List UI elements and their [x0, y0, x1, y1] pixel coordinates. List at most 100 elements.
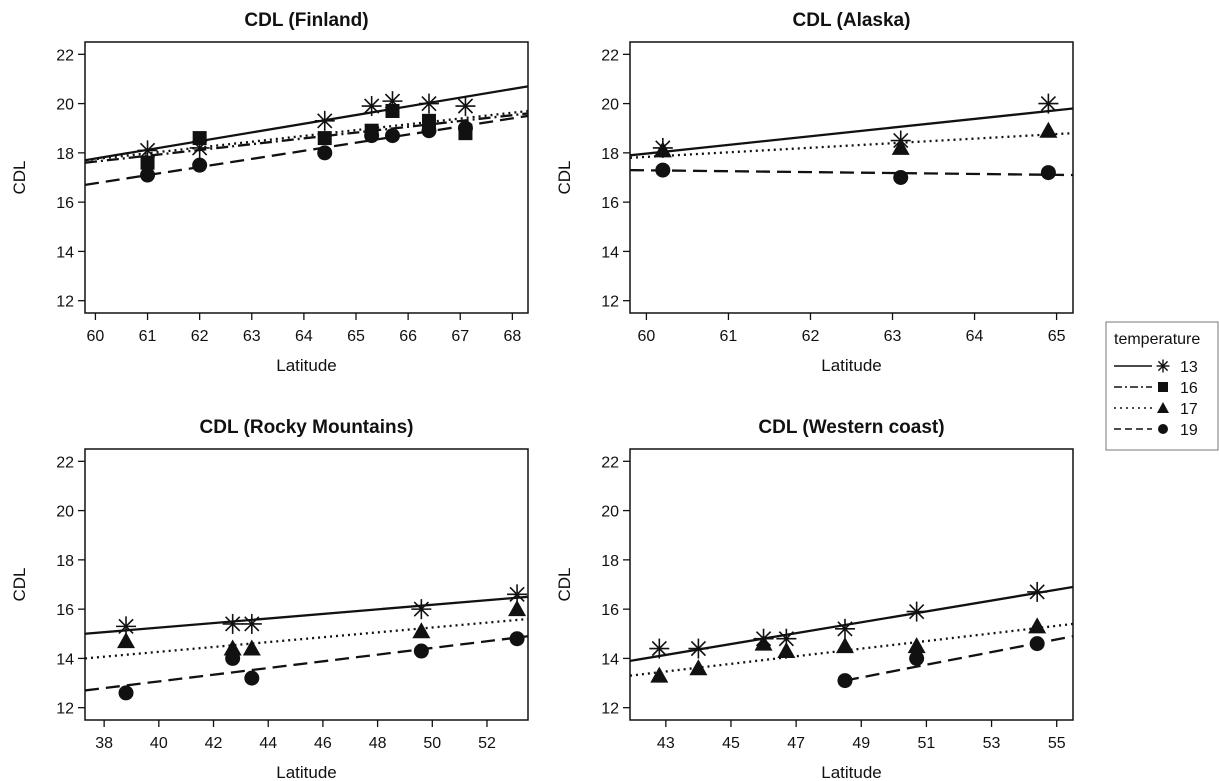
plot-area: [630, 581, 1073, 689]
point-13: [361, 96, 382, 117]
point-17: [242, 639, 261, 656]
point-17: [508, 600, 527, 617]
y-tick-label: 18: [601, 553, 619, 570]
point-19: [457, 120, 473, 136]
x-axis-label: Latitude: [821, 763, 882, 781]
x-axis-label: Latitude: [276, 356, 337, 375]
chart-title: CDL (Rocky Mountains): [200, 417, 414, 438]
point-19: [509, 631, 525, 647]
x-tick-label: 62: [191, 328, 209, 345]
x-tick-label: 43: [657, 735, 675, 752]
point-17: [1039, 121, 1058, 138]
legend-label-19: 19: [1180, 422, 1198, 439]
y-tick-label: 18: [601, 146, 619, 163]
plot-frame: [629, 41, 1074, 314]
x-tick-label: 60: [87, 328, 105, 345]
point-19: [192, 157, 208, 173]
point-17: [117, 632, 136, 649]
y-tick-label: 20: [56, 504, 74, 521]
y-tick-label: 12: [601, 294, 619, 311]
point-19: [118, 685, 134, 701]
y-axis-label: CDL: [10, 567, 29, 601]
point-16: [140, 155, 155, 170]
point-19: [421, 123, 437, 139]
x-tick-label: 46: [314, 735, 332, 752]
chart-panel-1: CDL (Finland) 12 14 16 18 20 22 60 61 62 63 64 65 66 6…: [10, 10, 529, 375]
point-17: [891, 138, 910, 155]
fit-line-19: [85, 635, 528, 692]
point-17: [835, 637, 854, 654]
chart-panel-4: CDL (Western coast) 12 14 16 18 20 22 43 45 47 49 5…: [555, 417, 1074, 781]
y-tick-label: 16: [601, 195, 619, 212]
point-13: [776, 628, 797, 649]
x-tick-label: 64: [295, 328, 313, 345]
x-tick-label: 42: [205, 735, 223, 752]
point-17: [412, 622, 431, 639]
plot-area: [85, 584, 528, 701]
fit-line-13: [85, 85, 528, 162]
chart-title: CDL (Finland): [244, 10, 368, 31]
legend-marker-16: [1158, 382, 1168, 392]
point-19: [1029, 636, 1045, 652]
legend-title: temperature: [1114, 331, 1200, 348]
point-13: [222, 613, 243, 634]
point-16: [192, 131, 207, 146]
y-tick-label: 22: [56, 47, 74, 64]
x-tick-label: 66: [399, 328, 417, 345]
x-tick-label: 40: [150, 735, 168, 752]
legend: temperature 13 16 17 19: [1105, 321, 1219, 451]
point-16: [385, 103, 400, 118]
y-tick-label: 22: [601, 454, 619, 471]
fit-line-13: [85, 595, 528, 635]
point-13: [314, 110, 335, 131]
x-tick-label: 48: [369, 735, 387, 752]
x-tick-label: 49: [852, 735, 870, 752]
y-tick-label: 20: [601, 504, 619, 521]
plot-area: [85, 85, 528, 187]
point-19: [140, 167, 156, 183]
x-tick-label: 38: [95, 735, 113, 752]
y-axis-label: CDL: [10, 160, 29, 194]
chart-title: CDL (Alaska): [793, 10, 911, 31]
x-axis-label: Latitude: [821, 356, 882, 375]
x-tick-label: 51: [918, 735, 936, 752]
x-tick-label: 61: [720, 328, 738, 345]
point-13: [455, 96, 476, 117]
fit-line-17: [630, 132, 1073, 159]
x-tick-label: 62: [802, 328, 820, 345]
y-tick-label: 18: [56, 553, 74, 570]
x-tick-label: 50: [423, 735, 441, 752]
x-tick-label: 47: [787, 735, 805, 752]
x-tick-label: 63: [243, 328, 261, 345]
point-17: [777, 642, 796, 659]
x-tick-label: 45: [722, 735, 740, 752]
fit-line-13: [630, 107, 1073, 157]
x-tick-label: 67: [451, 328, 469, 345]
point-19: [1040, 165, 1056, 181]
point-19: [837, 673, 853, 689]
legend-marker-17: [1157, 402, 1169, 413]
chart-panel-3: CDL (Rocky Mountains) 12 14 16 18 20 22 38 40 42 4…: [10, 417, 529, 781]
chart-title: CDL (Western coast): [758, 417, 944, 438]
plot-frame: [84, 41, 529, 314]
x-tick-label: 64: [966, 328, 984, 345]
legend-label-16: 16: [1180, 380, 1198, 397]
x-tick-label: 55: [1048, 735, 1066, 752]
point-19: [225, 650, 241, 666]
fit-line-17: [85, 617, 528, 660]
x-tick-label: 60: [638, 328, 656, 345]
point-19: [909, 650, 925, 666]
point-13: [649, 638, 670, 659]
plot-frame: [84, 448, 529, 721]
y-tick-label: 12: [601, 701, 619, 718]
point-13: [411, 599, 432, 620]
fit-line-19: [85, 114, 528, 187]
plot-area: [630, 93, 1073, 185]
point-17: [689, 659, 708, 676]
point-13: [906, 601, 927, 622]
point-17: [754, 634, 773, 651]
y-tick-label: 12: [56, 701, 74, 718]
fit-line-17: [85, 109, 528, 162]
fit-line-16: [85, 112, 528, 164]
